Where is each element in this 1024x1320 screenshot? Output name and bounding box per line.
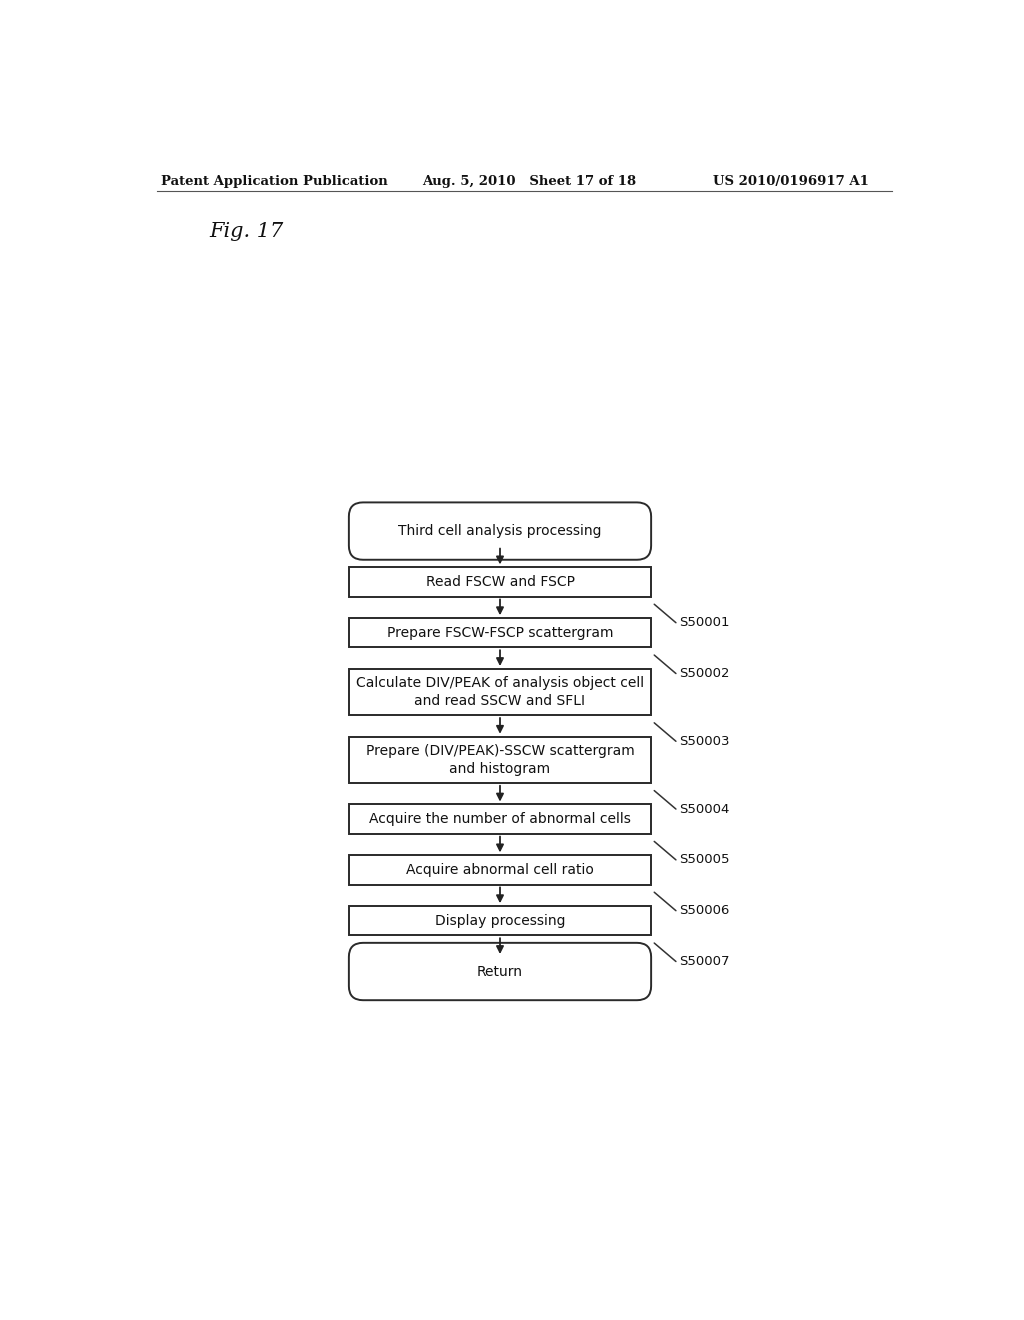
Bar xyxy=(349,568,651,597)
Text: Calculate DIV/PEAK of analysis object cell
and read SSCW and SFLI: Calculate DIV/PEAK of analysis object ce… xyxy=(356,676,644,709)
Text: US 2010/0196917 A1: US 2010/0196917 A1 xyxy=(713,176,869,189)
Text: S50005: S50005 xyxy=(679,853,729,866)
Text: S50002: S50002 xyxy=(679,667,729,680)
Text: S50004: S50004 xyxy=(679,803,729,816)
Bar xyxy=(349,618,651,647)
Text: Patent Application Publication: Patent Application Publication xyxy=(161,176,387,189)
Text: Return: Return xyxy=(477,965,523,978)
Text: S50007: S50007 xyxy=(679,954,729,968)
Text: Prepare (DIV/PEAK)-SSCW scattergram
and histogram: Prepare (DIV/PEAK)-SSCW scattergram and … xyxy=(366,743,635,776)
FancyBboxPatch shape xyxy=(349,942,651,1001)
Bar xyxy=(349,804,651,834)
Text: Aug. 5, 2010   Sheet 17 of 18: Aug. 5, 2010 Sheet 17 of 18 xyxy=(423,176,637,189)
Bar xyxy=(349,737,651,783)
Text: Fig. 17: Fig. 17 xyxy=(209,222,284,240)
Bar xyxy=(349,855,651,884)
Text: Read FSCW and FSCP: Read FSCW and FSCP xyxy=(426,576,574,589)
Text: Acquire abnormal cell ratio: Acquire abnormal cell ratio xyxy=(407,863,594,876)
Text: S50001: S50001 xyxy=(679,616,729,630)
Text: S50006: S50006 xyxy=(679,904,729,917)
Text: Acquire the number of abnormal cells: Acquire the number of abnormal cells xyxy=(369,812,631,826)
Text: Prepare FSCW-FSCP scattergram: Prepare FSCW-FSCP scattergram xyxy=(387,626,613,640)
Text: Third cell analysis processing: Third cell analysis processing xyxy=(398,524,602,539)
FancyBboxPatch shape xyxy=(349,503,651,560)
Text: S50003: S50003 xyxy=(679,735,729,748)
Text: Display processing: Display processing xyxy=(435,913,565,928)
Bar xyxy=(349,669,651,715)
Bar xyxy=(349,906,651,936)
